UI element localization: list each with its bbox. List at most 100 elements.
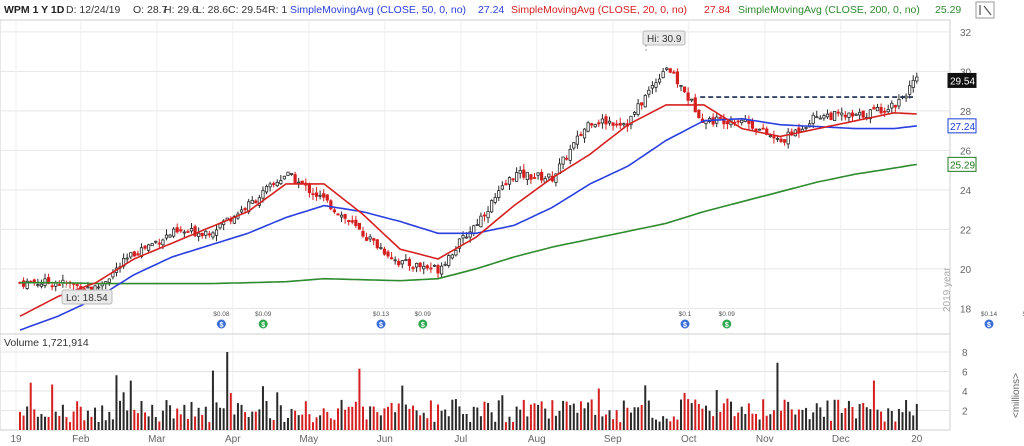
candle-body — [747, 119, 751, 124]
price-tag: 27.24 — [947, 118, 977, 134]
dividend-glyph: $ — [261, 322, 265, 329]
candle-body — [650, 85, 655, 89]
volume-bar — [358, 368, 361, 430]
candle-body — [261, 190, 265, 199]
volume-bar — [22, 415, 25, 430]
candle-body — [368, 236, 372, 240]
candle-body — [450, 254, 454, 259]
volume-bar — [629, 412, 632, 430]
dividend-event[interactable]: $0.13 $ — [373, 311, 390, 330]
volume-bar — [183, 404, 186, 430]
candle-body — [50, 285, 54, 288]
candle-body — [911, 79, 915, 88]
volume-bar — [279, 405, 282, 430]
volume-bar — [365, 419, 368, 430]
volume-bar — [372, 406, 375, 430]
time-tick-label: Feb — [72, 434, 90, 445]
volume-bar — [244, 412, 247, 430]
dividend-event[interactable]: $0.1 $ — [679, 311, 692, 330]
price-grid — [0, 31, 950, 309]
volume-bar — [26, 406, 29, 430]
dividend-event[interactable]: $0.14 $ — [981, 311, 998, 330]
volume-bar — [290, 408, 293, 430]
collapse-icon[interactable] — [975, 1, 995, 19]
candle-body — [604, 116, 608, 125]
candle-body — [432, 264, 437, 267]
dividend-event[interactable]: $0.09$ — [719, 311, 736, 330]
candle-body — [350, 220, 354, 223]
candle-body — [25, 280, 29, 289]
volume-bar — [837, 399, 840, 430]
volume-bar — [687, 399, 690, 430]
time-tick-label: Apr — [225, 434, 241, 445]
dividend-amount: $0.09 — [255, 311, 272, 318]
volume-bar — [815, 403, 818, 430]
volume-bar — [590, 399, 593, 430]
candle-body — [500, 185, 504, 190]
volume-bar — [612, 419, 615, 430]
volume-bar — [176, 408, 179, 430]
candle-body — [179, 229, 183, 232]
volume-bar — [894, 421, 897, 430]
volume-bar — [240, 404, 243, 430]
candle-body — [908, 85, 912, 95]
candle-body — [429, 267, 433, 270]
volume-bar — [708, 410, 711, 430]
volume-bar — [601, 416, 604, 430]
candle-body — [436, 265, 440, 274]
volume-bar — [905, 400, 908, 430]
candle-body — [107, 278, 111, 283]
candle-body — [132, 251, 136, 257]
candle-body — [364, 237, 369, 241]
volume-bar — [701, 408, 704, 430]
year-marker: 2019 year — [942, 267, 953, 312]
r-label: R: 1 — [268, 4, 287, 16]
candle-body — [854, 113, 858, 116]
candle-body — [561, 156, 565, 165]
svg-text:Hi: 30.9: Hi: 30.9 — [647, 34, 682, 45]
price-axis: 32 30 28 26 24 22 20 18 — [960, 28, 972, 315]
dividend-event[interactable]: $0.09$ — [415, 311, 432, 330]
volume-bar — [426, 418, 429, 430]
dividend-icon — [983, 318, 995, 330]
price-tick-label: 18 — [960, 304, 972, 315]
lo-callout: Lo: 18.54 — [61, 282, 113, 305]
dividend-events[interactable]: $0.08$$0.09$$0.13$$0.09$$0.1$$0.09$$0.14… — [213, 311, 1024, 330]
candle-body — [529, 174, 533, 180]
volume-bar — [544, 408, 547, 430]
dividend-event[interactable]: $0.09 $ — [255, 311, 272, 330]
candle-body — [779, 138, 783, 142]
candle-body — [86, 286, 90, 289]
candle-body — [186, 231, 190, 233]
hi-callout: Hi: 30.9 — [642, 30, 686, 53]
volume-bar — [354, 401, 357, 430]
candle-body — [461, 235, 465, 239]
open-label: O: 28.7 — [133, 4, 168, 16]
volume-bar — [190, 401, 193, 430]
dividend-amount: $0.09 — [1023, 311, 1024, 318]
volume-bar — [33, 409, 36, 430]
dividend-event[interactable]: $0.08 $ — [213, 311, 230, 330]
volume-bar — [133, 409, 136, 430]
volume-bar — [751, 413, 754, 430]
volume-bar — [844, 408, 847, 430]
candle-body — [879, 107, 883, 114]
volume-bar — [186, 418, 189, 430]
time-grid — [15, 20, 918, 430]
dividend-glyph: $ — [219, 322, 223, 329]
volume-bar — [44, 416, 47, 430]
volume-bar — [361, 406, 364, 430]
candle-body — [540, 172, 544, 181]
candle-body — [465, 236, 469, 239]
volume-bar — [111, 419, 114, 430]
candle-body — [157, 242, 161, 245]
candle-body — [425, 265, 429, 269]
volume-bar — [865, 407, 868, 430]
volume-bar — [54, 411, 57, 430]
candle-body — [836, 111, 840, 114]
candle-body — [379, 247, 383, 249]
candle-body — [311, 193, 315, 196]
dividend-event[interactable]: $0.09$ — [1023, 311, 1024, 329]
volume-bar — [215, 402, 218, 430]
